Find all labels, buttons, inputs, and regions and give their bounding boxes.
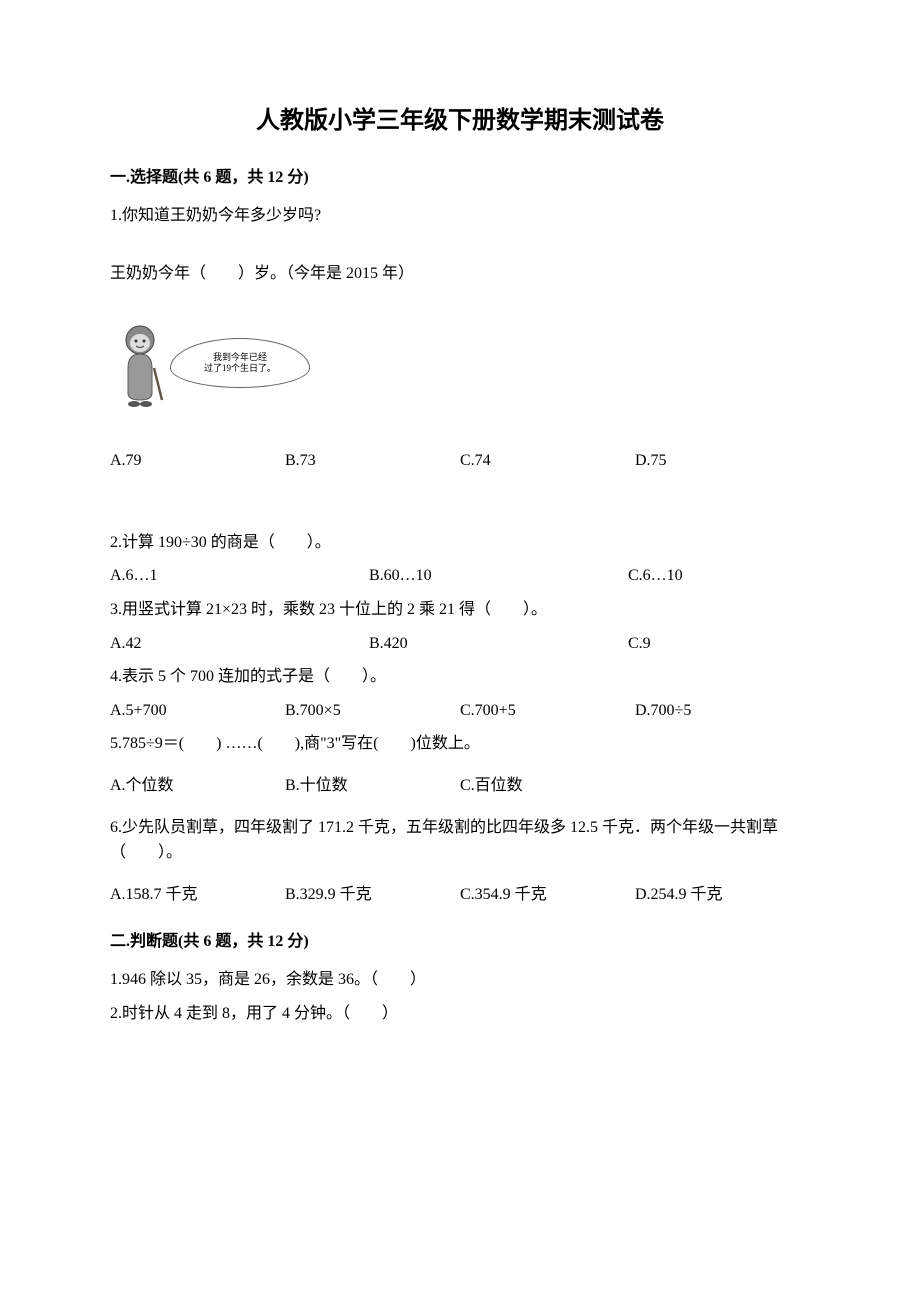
q3-options: A.42 B.420 C.9 [110, 631, 810, 657]
q6-optC: C.354.9 千克 [460, 882, 635, 908]
q6-optD: D.254.9 千克 [635, 882, 810, 908]
q5-text: 5.785÷9＝( ) ……( ),商"3"写在( )位数上。 [110, 731, 810, 757]
q2-options: A.6…1 B.60…10 C.6…10 [110, 563, 810, 589]
q5-optB: B.十位数 [285, 773, 460, 799]
q5-options: A.个位数 B.十位数 C.百位数 [110, 773, 810, 799]
bubble-line2: 过了19个生日了。 [204, 363, 276, 375]
q1-optC: C.74 [460, 448, 635, 474]
q6-text: 6.少先队员割草，四年级割了 171.2 千克，五年级割的比四年级多 12.5 … [110, 815, 810, 866]
q2-optA: A.6…1 [110, 563, 369, 589]
q3-optA: A.42 [110, 631, 369, 657]
q2-optB: B.60…10 [369, 563, 628, 589]
document-title: 人教版小学三年级下册数学期末测试卷 [110, 100, 810, 135]
q1-optB: B.73 [285, 448, 460, 474]
q4-optB: B.700×5 [285, 698, 460, 724]
q4-optC: C.700+5 [460, 698, 635, 724]
q5-optC: C.百位数 [460, 773, 635, 799]
q3-text: 3.用竖式计算 21×23 时，乘数 23 十位上的 2 乘 21 得（ ）。 [110, 597, 810, 623]
q1-options: A.79 B.73 C.74 D.75 [110, 448, 810, 474]
q1-subtext: 王奶奶今年（ ）岁。（今年是 2015 年） [110, 261, 810, 287]
q3-optC: C.9 [628, 631, 859, 657]
grandma-illustration: 我到今年已经 过了19个生日了。 [110, 318, 310, 408]
q6-optB: B.329.9 千克 [285, 882, 460, 908]
q4-optD: D.700÷5 [635, 698, 810, 724]
q5-optA: A.个位数 [110, 773, 285, 799]
q1-optA: A.79 [110, 448, 285, 474]
speech-bubble: 我到今年已经 过了19个生日了。 [170, 338, 310, 388]
q2-optC: C.6…10 [628, 563, 859, 589]
q4-options: A.5+700 B.700×5 C.700+5 D.700÷5 [110, 698, 810, 724]
q4-optA: A.5+700 [110, 698, 285, 724]
q6-options: A.158.7 千克 B.329.9 千克 C.354.9 千克 D.254.9… [110, 882, 810, 908]
q3-optB: B.420 [369, 631, 628, 657]
q1-optD: D.75 [635, 448, 810, 474]
section1-header: 一.选择题(共 6 题，共 12 分) [110, 163, 810, 187]
s2-q2-text: 2.时针从 4 走到 8，用了 4 分钟。（ ） [110, 1001, 810, 1027]
q1-text: 1.你知道王奶奶今年多少岁吗? [110, 203, 810, 229]
q4-text: 4.表示 5 个 700 连加的式子是（ ）。 [110, 664, 810, 690]
bubble-line1: 我到今年已经 [213, 352, 267, 364]
section2-header: 二.判断题(共 6 题，共 12 分) [110, 927, 810, 951]
q2-text: 2.计算 190÷30 的商是（ ）。 [110, 530, 810, 556]
grandma-icon [110, 318, 180, 408]
s2-q1-text: 1.946 除以 35，商是 26，余数是 36。（ ） [110, 967, 810, 993]
q6-optA: A.158.7 千克 [110, 882, 285, 908]
